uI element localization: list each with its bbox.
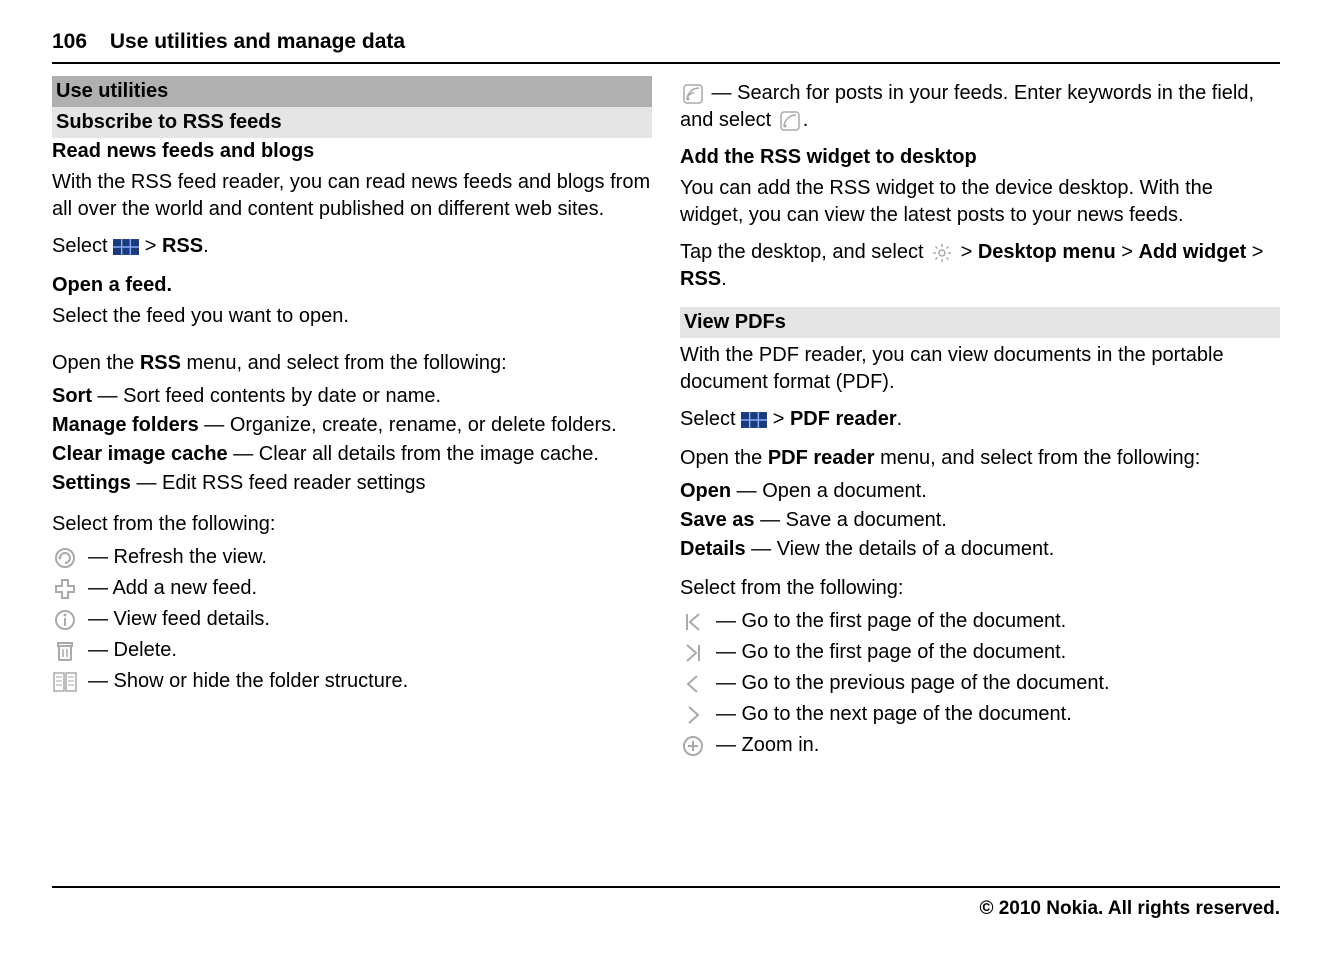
trash-icon xyxy=(52,638,78,664)
select-rss-instruction: Select > RSS. xyxy=(52,233,652,260)
first-page-icon xyxy=(680,609,706,635)
rss-search-icon xyxy=(680,83,706,105)
gear-icon xyxy=(929,242,955,264)
rss-menu-instruction: Open the RSS menu, and select from the f… xyxy=(52,350,652,377)
zoom-in-icon xyxy=(680,733,706,759)
tap-desktop-instruction: Tap the desktop, and select > Desktop me… xyxy=(680,239,1280,293)
right-column: — Search for posts in your feeds. Enter … xyxy=(680,76,1280,763)
apps-grid-icon xyxy=(113,236,139,258)
select-following-label: Select from the following: xyxy=(52,511,652,538)
icon-item-next-page: — Go to the next page of the document. xyxy=(680,701,1280,728)
plus-icon xyxy=(52,576,78,602)
left-column: Use utilities Subscribe to RSS feeds Rea… xyxy=(52,76,652,763)
menu-item-settings: Settings — Edit RSS feed reader settings xyxy=(52,470,652,497)
heading-add-widget: Add the RSS widget to desktop xyxy=(680,144,1280,171)
menu-item-details: Details — View the details of a document… xyxy=(680,536,1280,563)
icon-item-info: — View feed details. xyxy=(52,606,652,633)
prev-page-icon xyxy=(680,671,706,697)
subsection-read-news: Read news feeds and blogs xyxy=(52,138,652,165)
icon-item-refresh: — Refresh the view. xyxy=(52,544,652,571)
intro-text: With the RSS feed reader, you can read n… xyxy=(52,169,652,223)
menu-item-save-as: Save as — Save a document. xyxy=(680,507,1280,534)
select-following-label-right: Select from the following: xyxy=(680,575,1280,602)
pdf-intro-text: With the PDF reader, you can view docume… xyxy=(680,342,1280,396)
next-page-icon xyxy=(680,702,706,728)
apps-grid-icon xyxy=(741,409,767,431)
section-heading-subscribe: Subscribe to RSS feeds xyxy=(52,107,652,138)
open-feed-heading: Open a feed. xyxy=(52,272,652,299)
pdf-menu-instruction: Open the PDF reader menu, and select fro… xyxy=(680,445,1280,472)
icon-item-delete: — Delete. xyxy=(52,637,652,664)
search-instruction: — Search for posts in your feeds. Enter … xyxy=(680,80,1280,134)
rss-search-go-icon xyxy=(777,110,803,132)
icon-item-add: — Add a new feed. xyxy=(52,575,652,602)
menu-item-open: Open — Open a document. xyxy=(680,478,1280,505)
icon-item-zoom-in: — Zoom in. xyxy=(680,732,1280,759)
select-pdf-instruction: Select > PDF reader. xyxy=(680,406,1280,433)
info-icon xyxy=(52,607,78,633)
icon-item-folders: — Show or hide the folder structure. xyxy=(52,668,652,695)
section-heading-use-utilities: Use utilities xyxy=(52,76,652,107)
open-feed-text: Select the feed you want to open. xyxy=(52,303,652,330)
menu-item-manage-folders: Manage folders — Organize, create, renam… xyxy=(52,412,652,439)
menu-item-sort: Sort — Sort feed contents by date or nam… xyxy=(52,383,652,410)
icon-item-last-page: — Go to the first page of the document. xyxy=(680,639,1280,666)
refresh-icon xyxy=(52,545,78,571)
page-number: 106 xyxy=(52,30,87,53)
page-header: 106 Use utilities and manage data xyxy=(52,28,1280,64)
add-widget-text: You can add the RSS widget to the device… xyxy=(680,175,1280,229)
icon-item-prev-page: — Go to the previous page of the documen… xyxy=(680,670,1280,697)
list-icon xyxy=(52,669,78,695)
page-title: Use utilities and manage data xyxy=(110,30,405,53)
menu-item-clear-cache: Clear image cache — Clear all details fr… xyxy=(52,441,652,468)
icon-item-first-page: — Go to the first page of the document. xyxy=(680,608,1280,635)
last-page-icon xyxy=(680,640,706,666)
heading-view-pdfs: View PDFs xyxy=(680,307,1280,338)
page-footer: © 2010 Nokia. All rights reserved. xyxy=(52,886,1280,922)
